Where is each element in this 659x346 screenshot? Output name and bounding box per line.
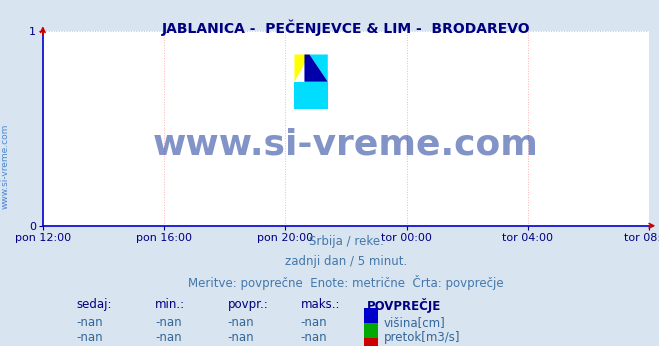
Text: pretok[m3/s]: pretok[m3/s] [384, 331, 460, 344]
Text: sedaj:: sedaj: [76, 298, 111, 311]
Text: -nan: -nan [228, 331, 254, 344]
Text: -nan: -nan [301, 316, 327, 329]
Bar [364, 338, 378, 346]
Text: povpr.:: povpr.: [228, 298, 268, 311]
Text: zadnji dan / 5 minut.: zadnji dan / 5 minut. [285, 255, 407, 268]
Text: -nan: -nan [76, 316, 103, 329]
Text: -nan: -nan [228, 316, 254, 329]
Text: POVPREČJE: POVPREČJE [367, 298, 442, 313]
Text: Srbija / reke.: Srbija / reke. [308, 235, 384, 248]
Bar [364, 323, 378, 340]
Text: www.si-vreme.com: www.si-vreme.com [1, 124, 10, 209]
Text: min.:: min.: [155, 298, 185, 311]
Text: -nan: -nan [76, 331, 103, 344]
Polygon shape [295, 82, 328, 109]
Text: JABLANICA -  PEČENJEVCE & LIM -  BRODAREVO: JABLANICA - PEČENJEVCE & LIM - BRODAREVO [161, 19, 530, 36]
Text: -nan: -nan [155, 331, 182, 344]
Text: višina[cm]: višina[cm] [384, 316, 445, 329]
Text: www.si-vreme.com: www.si-vreme.com [153, 127, 539, 161]
Polygon shape [310, 55, 328, 82]
Polygon shape [295, 55, 310, 82]
Polygon shape [304, 55, 328, 101]
Text: -nan: -nan [155, 316, 182, 329]
Bar [364, 308, 378, 325]
Text: -nan: -nan [301, 331, 327, 344]
Text: Meritve: povprečne  Enote: metrične  Črta: povprečje: Meritve: povprečne Enote: metrične Črta:… [188, 275, 503, 290]
Text: maks.:: maks.: [301, 298, 340, 311]
